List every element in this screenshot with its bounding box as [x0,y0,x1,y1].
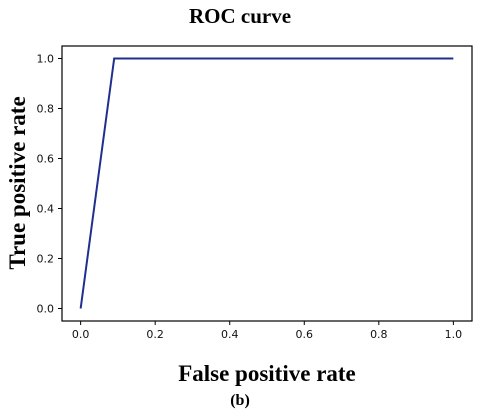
roc-series-line [79,57,454,309]
x-tick-label: 1.0 [445,328,463,341]
series-layer [79,57,454,309]
y-tick-label: 0.6 [37,153,55,166]
x-axis-label: False positive rate [178,361,356,386]
y-tick-label: 1.0 [37,53,55,66]
chart-title: ROC curve [188,4,292,28]
x-tick-label: 0.8 [370,328,388,341]
x-tick-label: 0.2 [146,328,164,341]
y-tick-label: 0.8 [37,103,55,116]
plot-frame [61,45,473,322]
y-tick-label: 0.4 [37,203,55,216]
x-tick-label: 0.0 [72,328,90,341]
figure-caption: (b) [230,392,250,409]
x-tick-label: 0.6 [296,328,314,341]
y-tick-label: 0.0 [37,303,55,316]
y-tick-label: 0.2 [37,253,55,266]
x-tick-label: 0.4 [221,328,239,341]
ticks-layer: 0.0 0.2 0.4 0.6 0.8 1.0 0.0 0.2 0.4 0.6 0.8 1.0 [37,53,463,342]
